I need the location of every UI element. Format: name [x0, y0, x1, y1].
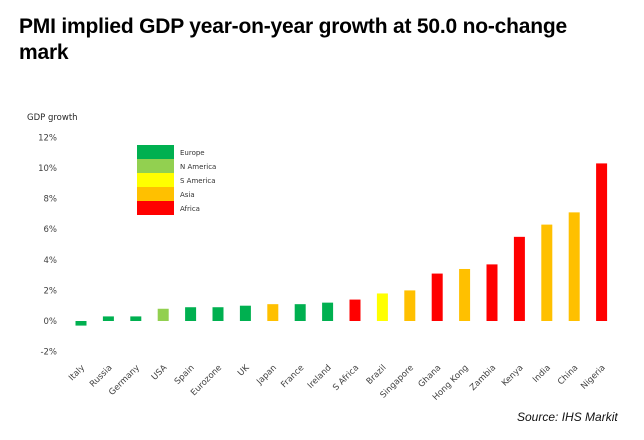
y-axis-label: GDP growth: [27, 113, 78, 123]
bars: [75, 163, 608, 326]
legend-swatch-s-america: [137, 173, 174, 187]
x-tick-label: S Africa: [331, 363, 361, 393]
y-tick-label: 12%: [38, 133, 57, 143]
legend-swatch-africa: [137, 201, 174, 215]
y-tick-label: 2%: [44, 286, 58, 296]
bar-usa: [157, 308, 169, 321]
y-tick-label: 0%: [44, 317, 58, 327]
x-tick-label: Japan: [254, 363, 279, 388]
y-tick-label: 10%: [38, 164, 57, 174]
legend-swatch-n-america: [137, 159, 174, 173]
bar-kenya: [513, 236, 525, 321]
x-tick-label: Ireland: [306, 363, 334, 391]
legend-swatch-europe: [137, 145, 174, 159]
bar-china: [568, 212, 580, 321]
legend-label: Europe: [180, 149, 205, 157]
bar-ghana: [431, 273, 443, 321]
bar-india: [541, 224, 553, 321]
x-tick-label: Spain: [173, 363, 197, 387]
x-tick-label: Ghana: [417, 363, 444, 390]
x-tick-label: Russia: [88, 363, 114, 389]
bar-france: [294, 304, 306, 321]
bar-nigeria: [596, 163, 608, 321]
legend-label: Africa: [180, 205, 200, 213]
bar-italy: [75, 321, 87, 326]
x-tick-label: India: [531, 363, 553, 385]
y-tick-label: -2%: [40, 348, 57, 358]
x-tick-label: Kenya: [500, 363, 525, 388]
x-tick-label: USA: [150, 363, 170, 383]
chart-title: PMI implied GDP year-on-year growth at 5…: [19, 15, 567, 64]
x-tick-label: Nigeria: [579, 363, 608, 392]
bar-uk: [239, 305, 251, 321]
bar-brazil: [376, 293, 388, 321]
legend: Europe N America S America Asia Africa: [137, 145, 216, 215]
bar-singapore: [404, 290, 416, 321]
x-tick-label: UK: [236, 363, 252, 379]
bar-ireland: [322, 302, 334, 321]
bar-germany: [130, 316, 142, 321]
x-tick-label: France: [279, 363, 306, 390]
legend-label: N America: [180, 163, 216, 171]
bar-russia: [102, 316, 114, 321]
legend-swatch-asia: [137, 187, 174, 201]
x-tick-label: Zambia: [468, 363, 498, 393]
bar-japan: [267, 304, 279, 321]
x-tick-label: Italy: [67, 363, 87, 383]
legend-label: S America: [180, 177, 216, 185]
legend-label: Asia: [180, 191, 195, 199]
bar-hong-kong: [459, 268, 471, 321]
bar-s-africa: [349, 299, 361, 321]
y-tick-label: 6%: [44, 225, 58, 235]
bar-zambia: [486, 264, 498, 321]
x-tick-label: China: [556, 363, 580, 387]
source-note: Source: IHS Markit: [517, 410, 618, 424]
x-tick-label: Brazil: [365, 363, 389, 387]
y-axis-ticks: -2% 0% 2% 4% 6% 8% 10% 12%: [38, 133, 57, 357]
bar-spain: [185, 307, 197, 321]
y-tick-label: 8%: [44, 195, 58, 205]
y-tick-label: 4%: [44, 256, 58, 266]
bar-eurozone: [212, 307, 224, 321]
